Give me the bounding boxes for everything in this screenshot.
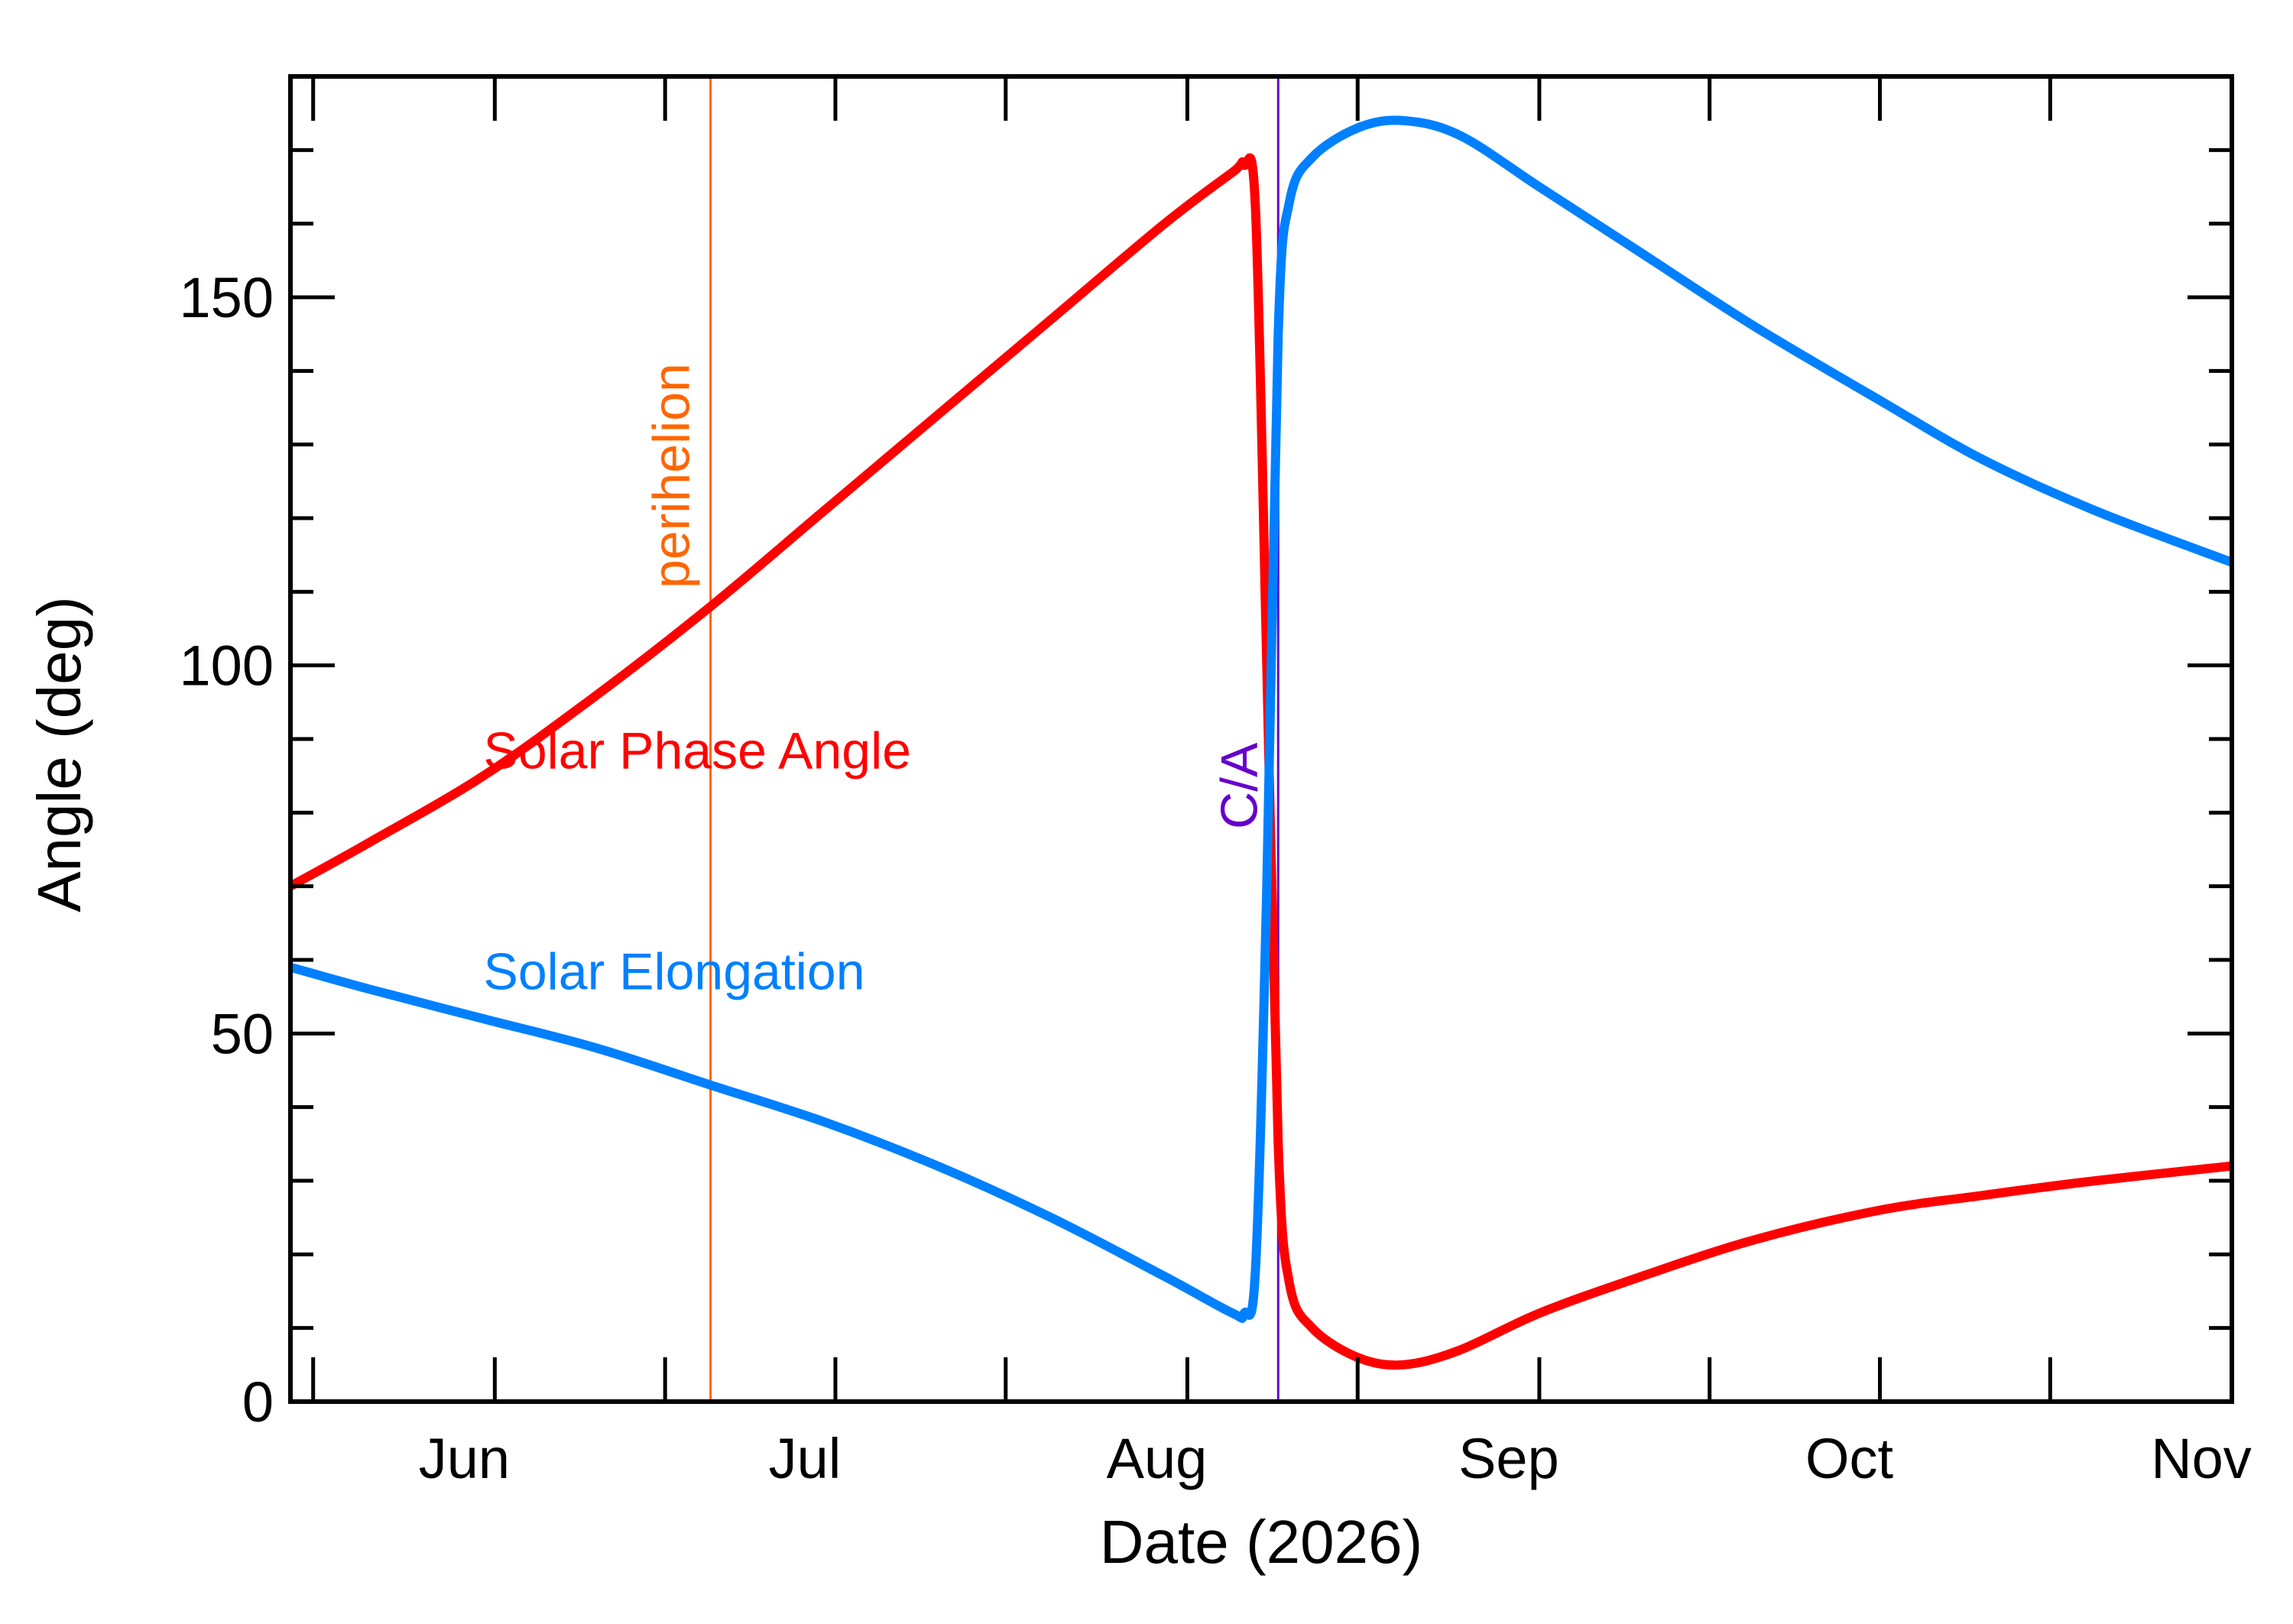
series-lines [288,115,2234,1370]
x-axis-title: Date (2026) [1100,1508,1422,1576]
series-line-solar-elongation [289,115,2234,1323]
y-tick-label: 0 [242,1370,274,1434]
x-tick-label-aug: Aug [1107,1427,1208,1490]
x-tick-label-nov: Nov [2151,1427,2252,1490]
series-label-solar-elongation: Solar Elongation [484,943,865,1001]
marker-label-perihelion: perihelion [643,363,701,588]
y-tick-label: 50 [211,1002,274,1065]
series-labels: Solar Phase Angle Solar Elongation [484,722,912,1001]
x-tick-label-jul: Jul [769,1427,842,1490]
tick-labels: 0 50 100 150 Jun Jul Aug Sep Oct Nov [180,266,2252,1490]
series-label-solar-phase-angle: Solar Phase Angle [484,722,912,780]
y-tick-label: 150 [180,266,274,329]
y-axis-title: Angle (deg) [25,596,93,912]
y-tick-label: 100 [180,634,274,698]
x-tick-label-sep: Sep [1458,1427,1559,1490]
axis-ticks [290,74,2234,1404]
x-tick-label-oct: Oct [1805,1427,1894,1490]
marker-label-c-a: C/A [1210,742,1268,829]
x-tick-label-jun: Jun [419,1427,510,1490]
